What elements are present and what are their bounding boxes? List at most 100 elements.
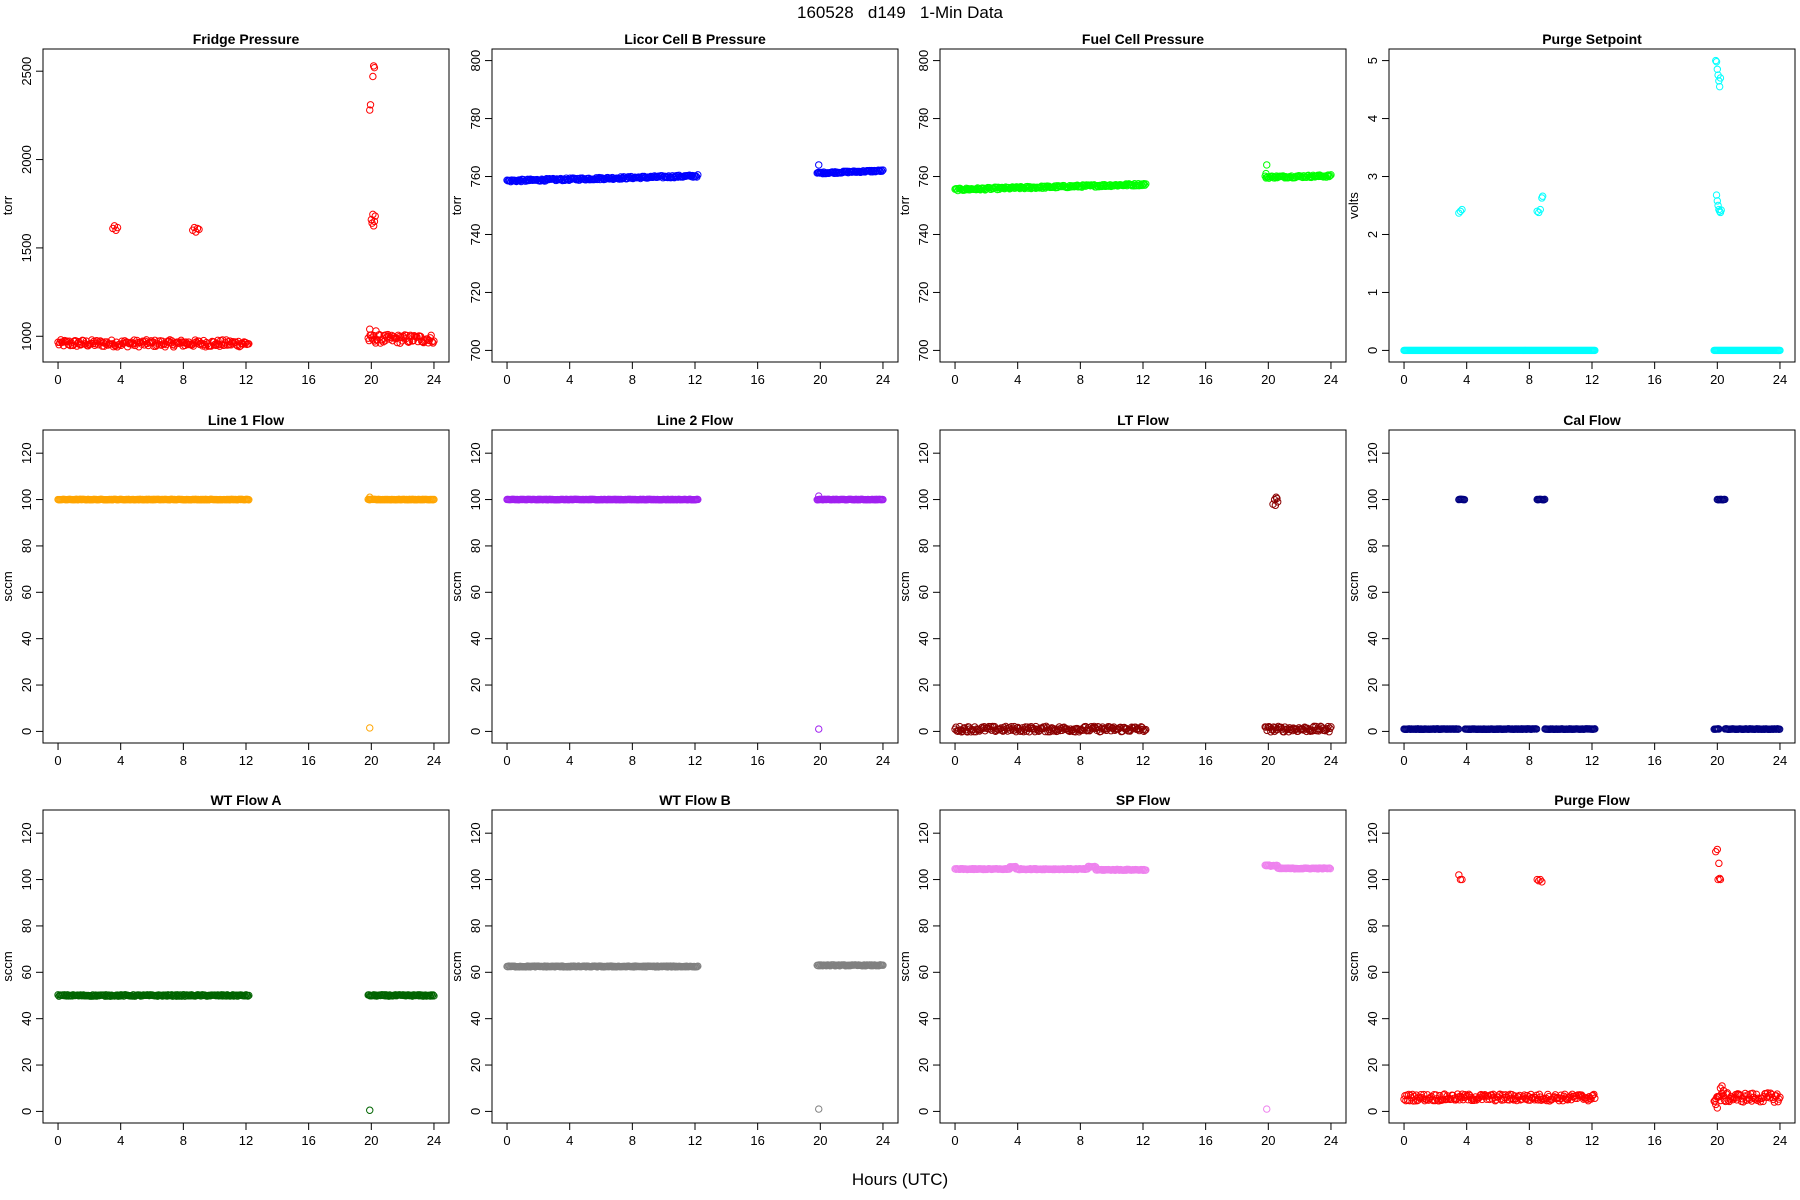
data-point [1271,501,1280,510]
series-points [1400,495,1784,734]
plot-frame [42,48,450,363]
data-point [694,495,702,504]
data-point [1263,161,1271,169]
data-point [1325,728,1333,736]
x-axis: 0 4 8 12 16 20 24 [1400,1123,1787,1148]
y-axis: 0 20 40 60 80 100 120 [1365,442,1389,735]
y-tick-label: 800 [916,50,931,72]
x-tick-label: 16 [1198,1133,1212,1148]
panel-title: Line 2 Flow [657,412,733,428]
x-tick-label: 0 [951,753,958,768]
data-point [1715,82,1724,91]
y-tick-label: 40 [468,631,483,645]
x-tick-label: 0 [503,372,510,387]
panel-title: Purge Setpoint [1542,31,1642,47]
data-point [226,337,234,345]
x-tick-label: 0 [951,1133,958,1148]
y-tick-label: 80 [916,539,931,553]
y-tick-label: 80 [1365,919,1380,933]
data-point [193,224,202,233]
panel-12: Purge Flow 0 4 8 12 16 20 24 0 20 40 60 80 100 120 sccm [1346,792,1796,1148]
data-point [815,161,823,169]
x-tick-label: 24 [876,753,890,768]
x-tick-label: 4 [1014,372,1021,387]
y-tick-label: 60 [468,585,483,599]
data-point [1535,877,1543,885]
data-point [1715,207,1724,215]
y-tick-label: 40 [1365,1011,1380,1025]
y-tick-label: 120 [468,442,483,464]
data-point [1458,205,1466,214]
y-tick-label: 60 [1365,585,1380,599]
x-tick-label: 20 [1710,1133,1724,1148]
x-tick-label: 4 [1463,1133,1470,1148]
data-point [879,961,887,969]
data-point [407,332,416,340]
data-point [369,222,378,230]
y-tick-label: 5 [1365,57,1380,64]
y-tick-label: 760 [468,166,483,188]
y-tick-label: 40 [468,1011,483,1025]
y-tick-label: 100 [916,869,931,891]
x-tick-label: 16 [1647,372,1661,387]
y-axis: 0 20 40 60 80 100 120 [1365,822,1389,1115]
data-point [694,962,702,970]
x-tick-label: 8 [1526,372,1533,387]
x-tick-label: 4 [1014,1133,1021,1148]
panel-title: Purge Flow [1554,792,1630,808]
x-tick-label: 12 [1136,372,1150,387]
panel-7: LT Flow 0 4 8 12 16 20 24 0 20 40 60 80 100 120 sccm [897,412,1347,768]
y-axis-label: sccm [897,951,912,981]
panel-2: Licor Cell B Pressure 0 4 8 12 16 20 24 700 720 74… [449,31,899,387]
data-point [1776,346,1784,355]
page-title: 160528 d149 1-Min Data [796,3,1004,22]
data-point [1719,1086,1728,1095]
x-tick-label: 4 [117,372,124,387]
y-tick-label: 100 [1365,869,1380,891]
x-axis: 0 4 8 12 16 20 24 [1400,743,1787,768]
y-tick-label: 60 [916,585,931,599]
data-point [1591,725,1599,733]
x-tick-label: 8 [180,372,187,387]
y-tick-label: 120 [19,822,34,844]
data-point [1714,875,1722,884]
y-axis-label: sccm [449,951,464,981]
data-point [190,223,199,232]
x-axis: 0 4 8 12 16 20 24 [1400,362,1787,387]
data-point [245,496,253,504]
data-point [245,991,253,1000]
data-point [1538,878,1546,886]
data-point [878,167,886,175]
series-points [951,161,1335,195]
x-tick-label: 20 [1261,372,1275,387]
data-point [1325,172,1333,181]
data-point [1712,56,1720,65]
x-tick-label: 0 [503,753,510,768]
panel-title: Fridge Pressure [193,31,300,47]
y-axis: 0 1 2 3 4 5 [1365,57,1389,354]
y-tick-label: 760 [916,166,931,188]
x-tick-label: 16 [301,1133,315,1148]
data-point [1262,169,1270,178]
x-tick-label: 16 [301,372,315,387]
data-point [366,101,375,109]
data-point [366,724,374,732]
data-point [366,493,374,501]
x-tick-label: 20 [813,1133,827,1148]
data-point [1715,874,1724,883]
data-point [815,492,823,500]
data-point [1326,172,1334,180]
data-point [1713,1104,1722,1112]
data-point [1591,1094,1599,1102]
data-point [1713,65,1722,73]
panel-9: WT Flow A 0 4 8 12 16 20 24 0 20 40 60 80 100 120 sccm [0,792,450,1148]
y-axis-label: sccm [1346,951,1361,981]
data-point [1566,1092,1575,1100]
panel-3: Fuel Cell Pressure 0 4 8 12 16 20 24 700 720 740 76… [897,31,1347,387]
x-tick-label: 20 [364,1133,378,1148]
x-tick-label: 24 [876,372,890,387]
x-tick-label: 12 [1136,1133,1150,1148]
y-tick-label: 20 [1365,678,1380,692]
data-point [1326,724,1334,733]
y-axis-label: sccm [449,571,464,601]
